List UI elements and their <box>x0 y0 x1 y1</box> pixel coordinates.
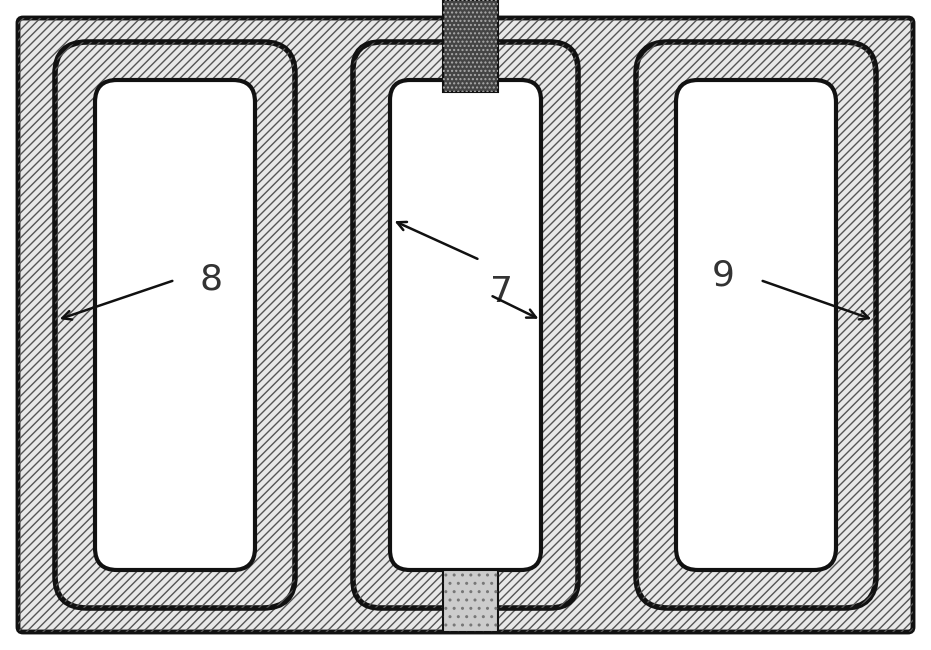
Text: 9: 9 <box>712 258 735 292</box>
Bar <box>443 570 498 632</box>
Text: 7: 7 <box>490 275 513 309</box>
FancyBboxPatch shape <box>18 18 913 632</box>
Bar <box>443 570 498 632</box>
FancyBboxPatch shape <box>676 80 836 570</box>
FancyBboxPatch shape <box>95 80 255 570</box>
FancyBboxPatch shape <box>55 42 295 608</box>
Text: 8: 8 <box>200 263 223 297</box>
FancyBboxPatch shape <box>390 80 541 570</box>
Bar <box>443 0 498 92</box>
Bar <box>443 0 498 92</box>
FancyBboxPatch shape <box>636 42 876 608</box>
FancyBboxPatch shape <box>353 42 578 608</box>
